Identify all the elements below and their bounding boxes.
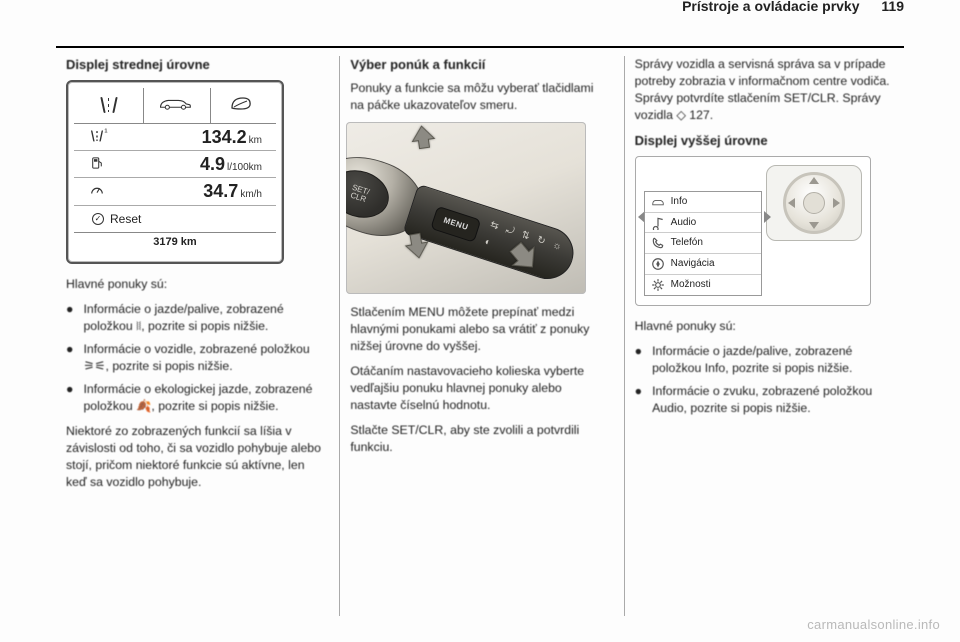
leaf-icon <box>229 95 253 116</box>
trip-top-icons <box>74 88 276 124</box>
figure-trip-display: 1 134.2km 4.9l/100km <box>66 80 284 264</box>
arrow-rotate-up-icon <box>405 122 442 152</box>
menu-item-info: Info <box>645 192 761 212</box>
trip-row-consumption: 4.9l/100km <box>74 151 276 178</box>
trip-row-distance: 1 134.2km <box>74 124 276 151</box>
speedometer-icon <box>90 190 104 199</box>
col3-heading: Displej vyššej úrovne <box>635 132 894 150</box>
menu-item-nav: Navigácia <box>645 253 761 274</box>
column-2: Výber ponúk a funkcií Ponuky a funkcie s… <box>339 56 619 616</box>
col1-bullets: ●Informácie o jazde/palive, zobrazené po… <box>66 301 325 415</box>
col1-heading: Displej strednej úrovne <box>66 56 325 74</box>
menu-item-phone: Telefón <box>645 232 761 253</box>
note-icon <box>651 217 665 229</box>
col1-intro: Hlavné ponuky sú: <box>66 276 325 293</box>
gear-icon <box>651 279 665 291</box>
col3-bullets: ●Informácie o jazde/palive, zobrazené po… <box>635 343 894 417</box>
section-title: Prístroje a ovládacie prvky <box>682 0 859 14</box>
check-icon: ✓ <box>92 213 104 225</box>
dpad-icon <box>783 172 845 234</box>
dpad-panel <box>766 165 862 241</box>
manual-page: Prístroje a ovládacie prvky 119 Displej … <box>0 0 960 642</box>
menu-item-audio: Audio <box>645 212 761 233</box>
col3-p1: Správy vozidla a servisná správa sa v pr… <box>635 56 894 124</box>
trip-row-speed: 34.7km/h <box>74 178 276 205</box>
trip-odometer: 3179 km <box>74 232 276 256</box>
figure-high-level-menu: Info Audio Telefón Navigácia <box>635 156 871 306</box>
col2-p3: Otáčaním nastavovacieho kolieska vyberte… <box>350 363 609 414</box>
set-clr-button: SET/ CLR <box>346 163 395 225</box>
menu-arrow-right-icon <box>764 211 771 223</box>
header-rule <box>56 46 904 48</box>
car-small-icon <box>651 196 665 208</box>
col2-heading: Výber ponúk a funkcií <box>350 56 609 74</box>
col1-end: Niektoré zo zobrazených funkcií sa líšia… <box>66 423 325 491</box>
page-header: Prístroje a ovládacie prvky 119 <box>682 0 904 14</box>
menu-button: MENU <box>431 206 482 243</box>
fuel-icon <box>91 163 103 172</box>
car-icon <box>158 95 192 116</box>
content-columns: Displej strednej úrovne <box>56 56 904 616</box>
column-1: Displej strednej úrovne <box>56 56 335 616</box>
trip-row-reset: ✓ Reset <box>74 206 276 232</box>
compass-icon <box>651 258 665 270</box>
col2-p4: Stlačte SET/CLR, aby ste zvolili a potvr… <box>350 422 609 456</box>
col2-p2: Stlačením MENU môžete prepínať medzi hla… <box>350 304 609 355</box>
menu-item-options: Možnosti <box>645 274 761 295</box>
lane-icon-small: 1 <box>91 129 104 143</box>
figure-stalk: SET/ CLR MENU ⇆⤾⇅↻☼◐ <box>346 122 586 294</box>
column-3: Správy vozidla a servisná správa sa v pr… <box>624 56 904 616</box>
phone-icon <box>651 237 665 249</box>
watermark: carmanualsonline.info <box>807 617 940 632</box>
col3-intro: Hlavné ponuky sú: <box>635 318 894 335</box>
lane-icon <box>100 95 118 115</box>
menu-list: Info Audio Telefón Navigácia <box>644 191 762 296</box>
page-number: 119 <box>881 0 904 14</box>
arrow-rotate-down-icon <box>398 229 436 262</box>
col2-p1: Ponuky a funkcie sa môžu vyberať tlačidl… <box>350 80 609 114</box>
